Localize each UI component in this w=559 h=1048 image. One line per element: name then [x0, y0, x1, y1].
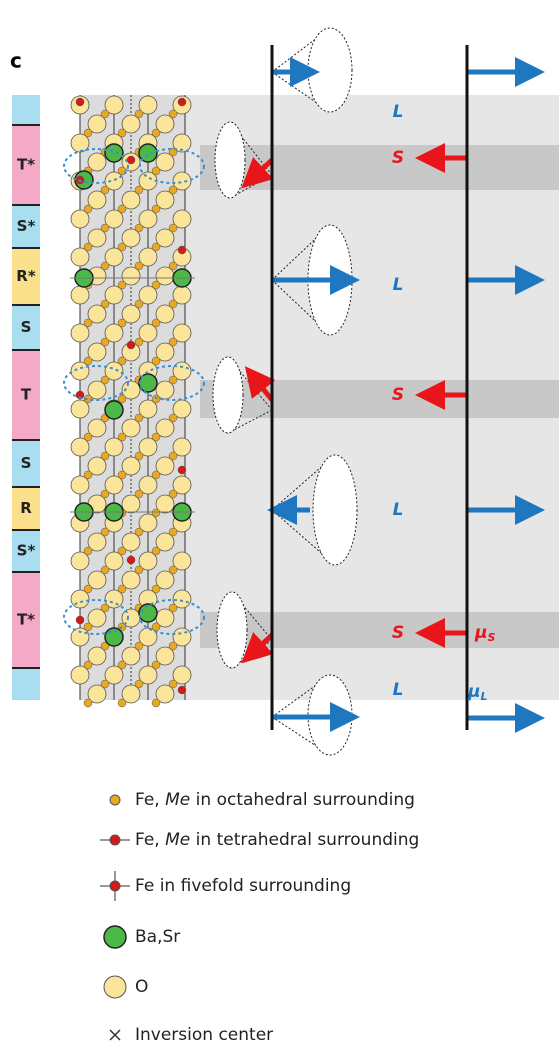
fe-tetra [178, 98, 186, 106]
legend-label: Fe, Me in octahedral surrounding [135, 790, 415, 810]
layer-label: L [393, 500, 404, 520]
ba-sr [105, 628, 123, 646]
block-label: R [20, 499, 32, 517]
layer-label: S [392, 385, 404, 405]
block-label: S* [17, 217, 36, 235]
fe-tetra [76, 98, 84, 106]
block-label: T* [17, 611, 35, 629]
cone-base [213, 357, 243, 433]
legend-label: Fe, Me in tetrahedral surrounding [135, 830, 419, 850]
oxygen [71, 438, 89, 456]
legend: Fe, Me in octahedral surroundingFe, Me i… [100, 790, 419, 1045]
oxygen [71, 400, 89, 418]
cone-base [215, 122, 245, 198]
fe-tetra [76, 616, 84, 624]
legend-text: in tetrahedral surrounding [190, 830, 419, 850]
ba-sr [105, 401, 123, 419]
dark-band [200, 380, 559, 418]
oxygen [71, 210, 89, 228]
oxygen [71, 476, 89, 494]
oxygen [71, 552, 89, 570]
legend-text: Me [165, 830, 190, 850]
legend-text: Inversion center [135, 1025, 273, 1045]
cone-base [313, 455, 357, 565]
block-label: R* [16, 267, 36, 285]
layer-label: S [392, 148, 404, 168]
block-label: T [21, 386, 32, 404]
oxygen [71, 362, 89, 380]
legend-icon [104, 976, 126, 998]
fe-octa [118, 699, 126, 707]
legend-label: O [135, 977, 148, 997]
legend-label: Ba,Sr [135, 927, 180, 947]
fe-tetra [178, 246, 186, 254]
block [12, 668, 40, 700]
fe-tetra [127, 156, 135, 164]
fe-octa [84, 699, 92, 707]
legend-text: Fe, [135, 790, 165, 810]
legend-label: Inversion center [135, 1025, 273, 1045]
block-label: T* [17, 156, 35, 174]
oxygen [71, 324, 89, 342]
legend-icon [110, 881, 120, 891]
layer-label: S [392, 623, 404, 643]
oxygen [71, 590, 89, 608]
legend-icon [110, 1030, 120, 1040]
oxygen [71, 666, 89, 684]
fe-octa [152, 699, 160, 707]
fe-tetra [127, 341, 135, 349]
legend-text: Fe in fivefold surrounding [135, 876, 351, 896]
legend-label: Fe in fivefold surrounding [135, 876, 351, 896]
legend-text: in octahedral surrounding [190, 790, 415, 810]
figure: T*S*R*STSRS*T* c LSLSLSLμSμL Fe, Me in o… [0, 0, 559, 1048]
crystal-structure [64, 95, 204, 707]
fe-tetra [127, 556, 135, 564]
moment-symbol: μ [474, 623, 488, 643]
panel-label: c [10, 49, 22, 73]
legend-icon [110, 795, 120, 805]
fe-tetra [178, 466, 186, 474]
legend-text: Fe, [135, 830, 165, 850]
block-label: S [21, 454, 32, 472]
moment-subscript: L [481, 690, 488, 703]
layer-label: L [393, 680, 404, 700]
layer-label: L [393, 102, 404, 122]
legend-text: O [135, 977, 148, 997]
legend-text: Ba,Sr [135, 927, 180, 947]
legend-text: Me [165, 790, 190, 810]
moment-subscript: S [488, 631, 496, 644]
fe-tetra [178, 686, 186, 694]
moment-symbol: μ [467, 682, 481, 702]
oxygen [71, 248, 89, 266]
block-strip: T* S* R* S T S R S* T* [12, 95, 40, 700]
block [12, 95, 40, 125]
block-label: S* [17, 542, 36, 560]
cone-base [217, 592, 247, 668]
block-label: S [21, 318, 32, 336]
legend-icon [104, 926, 126, 948]
dark-band [200, 612, 559, 648]
oxygen [71, 286, 89, 304]
ba-sr [105, 144, 123, 162]
layer-label: L [393, 275, 404, 295]
legend-icon [110, 835, 120, 845]
